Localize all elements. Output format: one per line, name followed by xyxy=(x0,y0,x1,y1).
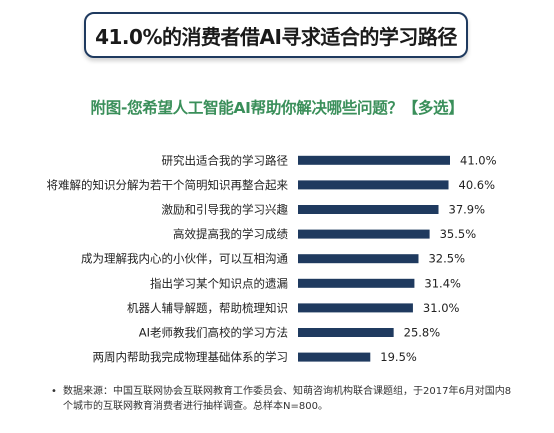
title-box: 41.0%的消费者借AI寻求适合的学习路径 xyxy=(84,12,468,58)
value-label: 32.5% xyxy=(428,252,465,266)
category-label: AI老师教我们高校的学习方法 xyxy=(139,326,288,340)
value-label: 25.8% xyxy=(404,326,441,340)
category-label: 高效提高我的学习成绩 xyxy=(173,227,288,241)
bar-chart: 研究出适合我的学习路径 41.0% 将难解的知识分解为若干个简明知识再整合起来 40.… xyxy=(47,153,497,364)
bar xyxy=(298,180,449,190)
footnote-text: 数据来源：中国互联网协会互联网教育工作委员会、知萌咨询机构联合课题组，于2017… xyxy=(63,386,512,412)
bar xyxy=(298,254,419,264)
category-label: 成为理解我内心的小伙伴，可以互相沟通 xyxy=(81,252,288,266)
bar xyxy=(298,328,394,337)
category-label: 指出学习某个知识点的遗漏 xyxy=(150,276,288,290)
value-label: 37.9% xyxy=(449,203,486,217)
footnote-bullet: • xyxy=(51,386,57,397)
bar xyxy=(298,205,439,214)
category-label: 研究出适合我的学习路径 xyxy=(162,153,289,167)
category-label: 将难解的知识分解为若干个简明知识再整合起来 xyxy=(47,178,289,192)
bar xyxy=(298,352,371,362)
value-label: 31.4% xyxy=(424,276,461,290)
value-label: 35.5% xyxy=(440,227,477,241)
category-label: 激励和引导我的学习兴趣 xyxy=(162,203,289,217)
footnote: • 数据来源：中国互联网协会互联网教育工作委员会、知萌咨询机构联合课题组，于20… xyxy=(51,384,521,414)
category-label: 两周内帮助我完成物理基础体系的学习 xyxy=(93,350,289,364)
value-label: 31.0% xyxy=(423,301,460,315)
value-label: 41.0% xyxy=(460,153,497,167)
chart-subtitle: 附图-您希望人工智能AI帮助你解决哪些问题？【多选】 xyxy=(90,99,464,117)
bar xyxy=(298,278,415,288)
page-title: 41.0%的消费者借AI寻求适合的学习路径 xyxy=(95,24,457,49)
bar xyxy=(298,229,430,239)
bar xyxy=(298,155,450,165)
category-label: 机器人辅导解题，帮助梳理知识 xyxy=(127,301,288,315)
bar xyxy=(298,303,413,313)
value-label: 19.5% xyxy=(380,350,417,364)
value-label: 40.6% xyxy=(459,178,496,192)
